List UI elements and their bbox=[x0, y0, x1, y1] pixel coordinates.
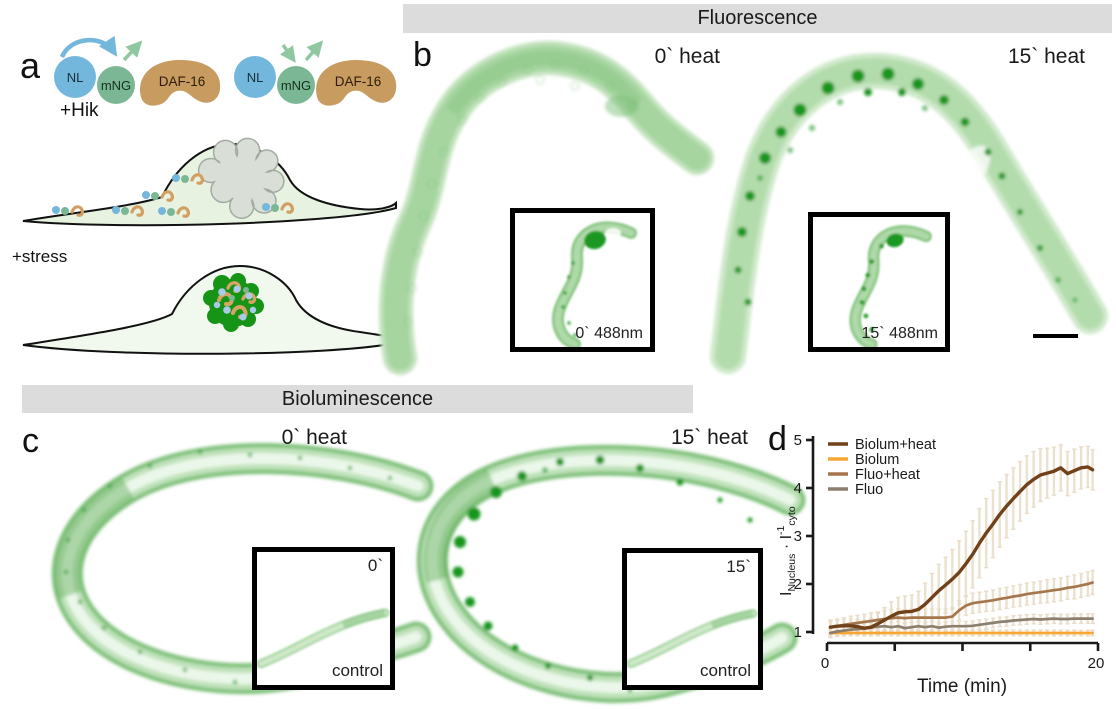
panel-a-label: a bbox=[20, 45, 41, 86]
ytick-1: 1 bbox=[794, 624, 802, 641]
ytick-4: 4 bbox=[794, 480, 802, 497]
green-nucleus-condensate bbox=[203, 273, 264, 332]
nl-domain bbox=[234, 56, 276, 98]
inset-time-label: 0` bbox=[367, 556, 383, 575]
aggregated-proteins bbox=[213, 281, 257, 321]
inset-caption: control bbox=[699, 661, 751, 680]
axes bbox=[806, 436, 1100, 651]
speckles bbox=[63, 449, 393, 685]
nucleus bbox=[197, 137, 285, 219]
ytick-5: 5 bbox=[794, 432, 802, 449]
mng-label: mNG bbox=[281, 78, 311, 93]
x-tick-labels: 0 20 bbox=[821, 655, 1105, 672]
panel-c-label: c bbox=[22, 422, 39, 460]
ylabel-sub1: Nucleus bbox=[786, 554, 798, 592]
mng-domain bbox=[277, 66, 315, 104]
legend-item-fluo: Fluo bbox=[828, 482, 883, 498]
ylabel-i2: I bbox=[778, 535, 795, 539]
mng-label: mNG bbox=[101, 78, 131, 93]
inset-label: 0` 488nm bbox=[575, 325, 643, 342]
inset-worm-art bbox=[627, 609, 758, 668]
emission-arrow bbox=[122, 40, 143, 62]
nuclear-intensity-chart: 5 4 3 2 1 0 20 Time (min) INucleus · I-1… bbox=[715, 418, 1116, 709]
chart-series-layer bbox=[828, 444, 1095, 639]
chart-svg: 5 4 3 2 1 0 20 Time (min) INucleus · I-1… bbox=[775, 432, 1105, 697]
xtick-0: 0 bbox=[821, 655, 829, 672]
daf16-nuclear-foci bbox=[734, 67, 1078, 306]
worm-image-fluorescence-0-heat bbox=[379, 40, 714, 375]
nl-label: NL bbox=[67, 70, 84, 85]
inset-bioluminescence-0-control: 0` control bbox=[252, 547, 395, 690]
chart-legend: Biolum+heat Biolum Fluo+heat Fluo bbox=[828, 437, 936, 498]
inset-fluorescence-15-488nm: 15` 488nm bbox=[808, 212, 950, 352]
inset-bioluminescence-15-control: 15` control bbox=[622, 548, 763, 690]
legend-label: Biolum bbox=[855, 452, 899, 468]
scale-bar bbox=[1033, 334, 1078, 338]
nl-domain bbox=[54, 56, 96, 98]
legend-item-biolum-heat: Biolum+heat bbox=[828, 437, 936, 453]
mng-domain bbox=[97, 66, 135, 104]
inset-caption: control bbox=[331, 661, 383, 680]
legend-label: Biolum+heat bbox=[855, 437, 936, 453]
bret-arrow bbox=[59, 35, 118, 59]
inset-time-label: 15` bbox=[726, 557, 751, 576]
bioluminescence-header-label: Bioluminescence bbox=[281, 387, 434, 410]
xtick-20: 20 bbox=[1088, 655, 1105, 672]
daf16-label: DAF-16 bbox=[335, 74, 382, 89]
ytick-2: 2 bbox=[794, 576, 802, 593]
inset-label: 15` 488nm bbox=[861, 325, 939, 342]
fluorescence-header-label: Fluorescence bbox=[697, 7, 818, 29]
ylabel-sub2: cyto bbox=[786, 506, 798, 525]
bioluminescence-0-heat-label: 0` heat bbox=[281, 426, 347, 449]
ytick-3: 3 bbox=[794, 528, 802, 545]
daf16-domain bbox=[316, 60, 397, 106]
fluorescence-0-heat-label: 0` heat bbox=[654, 45, 720, 68]
stress-label: +stress bbox=[12, 247, 67, 266]
legend-label: Fluo+heat bbox=[855, 467, 920, 483]
cell-diagram-stressed: +stress bbox=[12, 247, 397, 355]
x-axis-title: Time (min) bbox=[917, 676, 1007, 697]
hik-label: +Hik bbox=[60, 100, 99, 121]
cell-outline bbox=[22, 142, 397, 227]
y-axis-title: INucleus · I-1cyto bbox=[775, 506, 798, 596]
cytoplasmic-complexes bbox=[52, 173, 295, 218]
bioluminescence-15-heat-label: 15` heat bbox=[670, 426, 748, 449]
inset-worm-art bbox=[257, 608, 390, 669]
daf16-domain bbox=[140, 60, 221, 106]
legend-label: Fluo bbox=[855, 482, 883, 498]
nl-label: NL bbox=[247, 70, 264, 85]
cell-outline bbox=[22, 264, 397, 355]
ylabel-i1: I bbox=[778, 592, 795, 596]
fluorescence-header-bar: Fluorescence bbox=[403, 4, 1112, 33]
bioluminescence-header-bar: Bioluminescence bbox=[22, 385, 693, 413]
emission-arrow bbox=[304, 40, 324, 62]
y-tick-labels: 5 4 3 2 1 bbox=[794, 432, 802, 641]
ylabel-dot: · bbox=[778, 539, 795, 553]
inset-fluorescence-0-488nm: 0` 488nm bbox=[510, 208, 655, 352]
worm-image-fluorescence-15-heat bbox=[710, 52, 1108, 374]
legend-item-fluo-heat: Fluo+heat bbox=[828, 467, 920, 483]
panel-b-label: b bbox=[413, 36, 432, 74]
nuclear-rings bbox=[403, 59, 637, 327]
cell-diagram-unstressed bbox=[22, 137, 397, 227]
inset-worm-art bbox=[552, 221, 637, 347]
daf16-label: DAF-16 bbox=[159, 74, 206, 89]
construct-diagram-right: NL mNG DAF-16 bbox=[234, 40, 397, 106]
legend-item-biolum: Biolum bbox=[828, 452, 899, 468]
panel-d-label: d bbox=[768, 420, 787, 458]
svg-text:INucleus · I-1cyto: INucleus · I-1cyto bbox=[775, 506, 798, 596]
fluorescence-15-heat-label: 15` heat bbox=[1007, 45, 1085, 68]
excitation-arrow bbox=[279, 43, 296, 63]
inset-worm-art bbox=[849, 225, 932, 347]
daf16-nuclear-foci bbox=[452, 455, 753, 693]
construct-diagram-left: NL mNG DAF-16 +Hik bbox=[54, 35, 221, 121]
ylabel-sup2: -1 bbox=[775, 525, 787, 534]
